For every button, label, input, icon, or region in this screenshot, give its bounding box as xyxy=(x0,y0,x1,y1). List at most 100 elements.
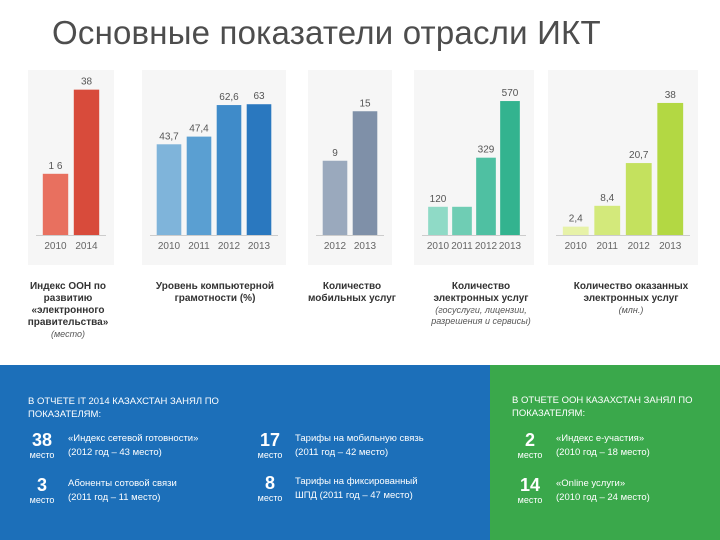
bar xyxy=(216,105,242,235)
rank-number: 38 xyxy=(31,430,53,450)
chart-0: 1 6 2010 38 2014 xyxy=(28,70,114,265)
bar xyxy=(156,144,182,235)
data-label: 20,7 xyxy=(629,150,649,161)
charts-area: 1 6 2010 38 2014 43,7 2010 47,4 2011 62,6 2012 63 2… xyxy=(28,70,698,265)
rank-number: 14 xyxy=(519,475,541,495)
bar xyxy=(246,104,272,236)
bar xyxy=(562,226,589,235)
rank-place: место xyxy=(517,450,543,460)
un-report-heading: В ОТЧЕТЕ ООН КАЗАХСТАН ЗАНЯЛ ПО ПОКАЗАТЕ… xyxy=(512,395,693,419)
chart-title: Количество мобильных услуг xyxy=(308,281,396,304)
bar xyxy=(42,173,69,235)
item-detail: (2012 год – 43 место) xyxy=(68,447,162,458)
tick-label: 2013 xyxy=(659,241,682,252)
rank-number: 2 xyxy=(524,430,535,450)
item-detail: (2010 год – 24 место) xyxy=(556,492,650,503)
bar xyxy=(625,163,652,235)
chart-title: Количество оказанных электронных услуг xyxy=(573,281,689,304)
tick-label: 2012 xyxy=(218,241,241,252)
chart-3: 120 2010 2011 329 2012 570 2013 xyxy=(414,70,534,265)
tick-label: 2010 xyxy=(158,241,181,252)
data-label: 2,4 xyxy=(569,214,583,225)
tick-label: 2011 xyxy=(451,241,473,252)
rank-badge: 2 место xyxy=(510,430,550,461)
chart-caption-mobile: Количество мобильных услуг xyxy=(297,281,407,305)
chart-1: 43,7 2010 47,4 2011 62,6 2012 63 2013 xyxy=(142,70,286,265)
page-title: Основные показатели отрасли ИКТ xyxy=(52,14,601,51)
data-label: 43,7 xyxy=(159,131,179,142)
bar xyxy=(186,136,212,235)
tick-label: 2012 xyxy=(628,241,651,252)
item-label: Тарифы на фиксированный xyxy=(295,476,418,487)
bar xyxy=(73,89,100,236)
rank-badge: 3 место xyxy=(22,475,62,506)
bar xyxy=(657,102,684,235)
tick-label: 2010 xyxy=(44,241,67,252)
chart-caption-provided: Количество оказанных электронных услуг (… xyxy=(558,281,704,316)
chart-2: 9 2012 15 2013 xyxy=(308,70,392,265)
chart-title: Количество электронных услуг xyxy=(433,281,529,304)
data-label: 120 xyxy=(430,194,447,205)
item-label: Тарифы на мобильную связь xyxy=(295,433,424,444)
chart-caption-eservices: Количество электронных услуг (госуслуги,… xyxy=(418,281,544,327)
rank-place: место xyxy=(257,450,283,460)
chart-4: 2,4 2010 8,4 2011 20,7 2012 38 2013 xyxy=(548,70,698,265)
data-label: 63 xyxy=(253,91,265,102)
rank-number: 8 xyxy=(264,473,275,493)
rank-place: место xyxy=(29,450,55,460)
chart-title: Уровень компьютерной грамотности (%) xyxy=(155,281,275,304)
it-item: Тарифы на мобильную связь (2011 год – 42… xyxy=(295,432,475,460)
item-label: «Индекс сетевой готовности» xyxy=(68,433,199,444)
tick-label: 2011 xyxy=(596,241,618,252)
bar xyxy=(322,160,348,235)
un-item: «Online услуги» (2010 год – 24 место) xyxy=(556,477,716,505)
rank-place: место xyxy=(517,495,543,505)
rank-number: 17 xyxy=(259,430,281,450)
rank-number: 3 xyxy=(36,475,47,495)
bar xyxy=(428,206,448,235)
item-detail: ШПД (2011 год – 47 место) xyxy=(295,490,413,501)
item-detail: (2011 год – 11 место) xyxy=(68,492,161,503)
data-label: 38 xyxy=(81,77,93,88)
tick-label: 2011 xyxy=(188,241,210,252)
rank-badge: 38 место xyxy=(22,430,62,461)
chart-backdrop xyxy=(308,70,392,265)
bar xyxy=(500,101,520,235)
data-label: 570 xyxy=(502,88,519,99)
it-item: «Индекс сетевой готовности» (2012 год – … xyxy=(68,432,248,460)
chart-caption-literacy: Уровень компьютерной грамотности (%) xyxy=(145,281,285,305)
item-detail: (2010 год – 18 место) xyxy=(556,447,650,458)
item-label: «Индекс e-участия» xyxy=(556,433,645,444)
tick-label: 2014 xyxy=(75,241,98,252)
tick-label: 2013 xyxy=(354,241,377,252)
data-label: 9 xyxy=(332,148,338,159)
data-label: 47,4 xyxy=(189,124,209,135)
data-label: 8,4 xyxy=(600,193,614,204)
data-label: 62,6 xyxy=(219,92,239,103)
rank-badge: 17 место xyxy=(250,430,290,461)
bar xyxy=(352,111,378,235)
item-label: «Online услуги» xyxy=(556,478,626,489)
un-report-panel: В ОТЧЕТЕ ООН КАЗАХСТАН ЗАНЯЛ ПО ПОКАЗАТЕ… xyxy=(490,365,720,540)
tick-label: 2010 xyxy=(427,241,450,252)
it-item: Тарифы на фиксированный ШПД (2011 год – … xyxy=(295,475,475,503)
chart-subtitle: (госуслуги, лицензии, разрешения и серви… xyxy=(431,305,531,326)
chart-subtitle: (место) xyxy=(51,329,85,339)
item-label: Абоненты сотовой связи xyxy=(68,478,177,489)
data-label: 329 xyxy=(478,145,495,156)
data-label: 15 xyxy=(359,98,371,109)
rank-badge: 14 место xyxy=(510,475,550,506)
rank-place: место xyxy=(257,493,283,503)
tick-label: 2012 xyxy=(324,241,347,252)
un-item: «Индекс e-участия» (2010 год – 18 место) xyxy=(556,432,716,460)
chart-backdrop xyxy=(28,70,114,265)
bar xyxy=(476,157,496,235)
it-report-heading: В ОТЧЕТЕ IT 2014 КАЗАХСТАН ЗАНЯЛ ПО ПОКА… xyxy=(28,396,219,420)
tick-label: 2013 xyxy=(499,241,522,252)
rank-badge: 8 место xyxy=(250,473,290,504)
item-detail: (2011 год – 42 место) xyxy=(295,447,389,458)
tick-label: 2013 xyxy=(248,241,271,252)
chart-title: Индекс ООН по развитию «электронного пра… xyxy=(27,281,109,328)
it-item: Абоненты сотовой связи (2011 год – 11 ме… xyxy=(68,477,248,505)
tick-label: 2012 xyxy=(475,241,498,252)
